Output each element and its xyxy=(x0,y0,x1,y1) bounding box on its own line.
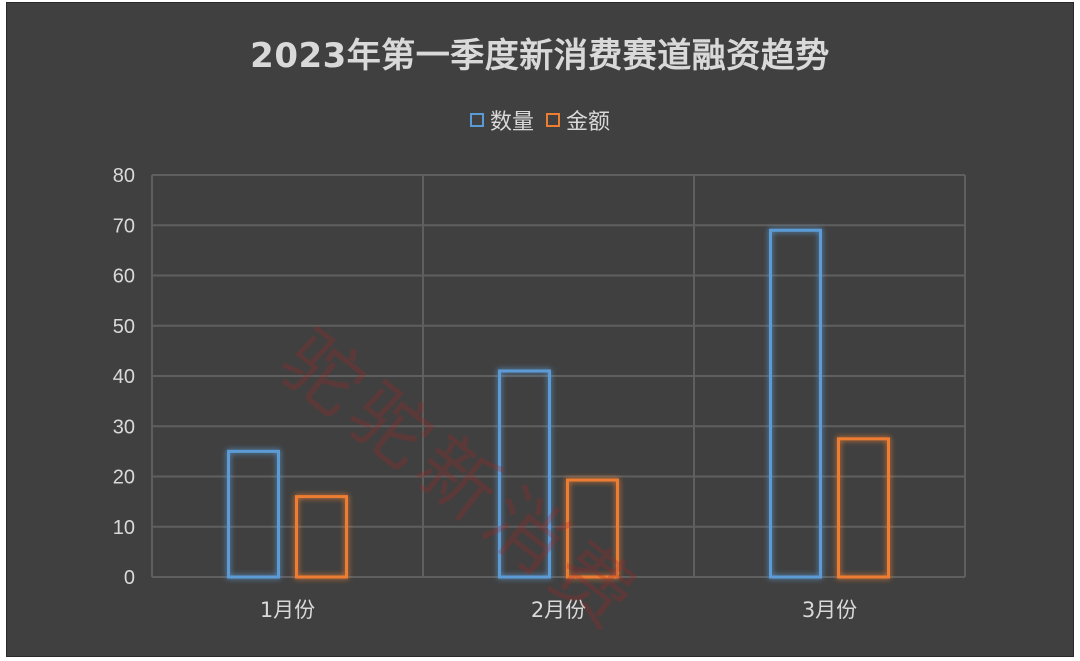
chart-legend: 数量 金额 xyxy=(0,104,1080,136)
y-tick-label-6: 60 xyxy=(113,266,135,288)
bars-layer xyxy=(227,228,890,579)
y-tick-label-3: 30 xyxy=(113,416,135,438)
y-tick-label-2: 20 xyxy=(113,467,135,489)
y-tick-label-4: 40 xyxy=(113,366,135,388)
axis-layer: 0 10 20 30 40 50 60 70 80 1月份 2月份 3月份 xyxy=(113,165,857,622)
y-tick-label-0: 0 xyxy=(124,567,135,589)
x-tick-label-2: 3月份 xyxy=(802,598,857,622)
legend-swatch-series-1 xyxy=(546,113,560,127)
bar-series-0-cat-1 xyxy=(498,369,551,579)
x-tick-label-0: 1月份 xyxy=(260,598,315,622)
y-tick-label-8: 80 xyxy=(113,165,135,187)
bar-series-0-cat-0 xyxy=(227,449,280,579)
bar-series-1-cat-2 xyxy=(837,437,890,579)
y-tick-label-1: 10 xyxy=(113,517,135,539)
bar-series-1-cat-1 xyxy=(566,478,619,579)
chart-area xyxy=(6,2,1074,657)
chart-title: 2023年第一季度新消费赛道融资趋势 xyxy=(250,36,830,76)
legend-swatch-series-0 xyxy=(469,113,484,127)
x-tick-label-1: 2月份 xyxy=(531,598,586,622)
legend-item-series-0: 数量 xyxy=(469,104,534,136)
grid-layer xyxy=(151,174,966,578)
bar-series-1-cat-0 xyxy=(295,495,348,579)
legend-label-series-1: 金额 xyxy=(566,110,611,135)
legend-item-series-1: 金额 xyxy=(546,104,610,136)
y-tick-label-5: 50 xyxy=(113,316,135,338)
y-tick-label-7: 70 xyxy=(113,215,135,237)
page-edge xyxy=(1074,0,1080,661)
legend-label-series-0: 数量 xyxy=(489,110,534,135)
bar-series-0-cat-2 xyxy=(769,228,822,579)
